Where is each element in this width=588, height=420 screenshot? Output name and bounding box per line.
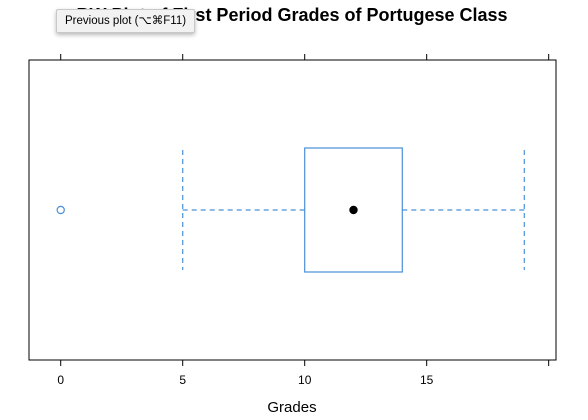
previous-plot-tooltip: Previous plot (⌥⌘F11) <box>56 9 196 33</box>
x-tick-label: 0 <box>57 373 64 387</box>
x-axis-ticks: 0 5 10 15 <box>57 54 550 387</box>
plot-frame <box>28 59 557 361</box>
box-plot-marks <box>56 147 525 273</box>
outlier-point <box>56 205 65 215</box>
median-dot <box>349 205 358 215</box>
iqr-box <box>304 147 403 273</box>
x-axis-label: Grades <box>267 399 316 416</box>
x-tick-label: 10 <box>298 373 312 387</box>
x-tick-label: 15 <box>420 373 434 387</box>
x-tick-label: 5 <box>179 373 186 387</box>
